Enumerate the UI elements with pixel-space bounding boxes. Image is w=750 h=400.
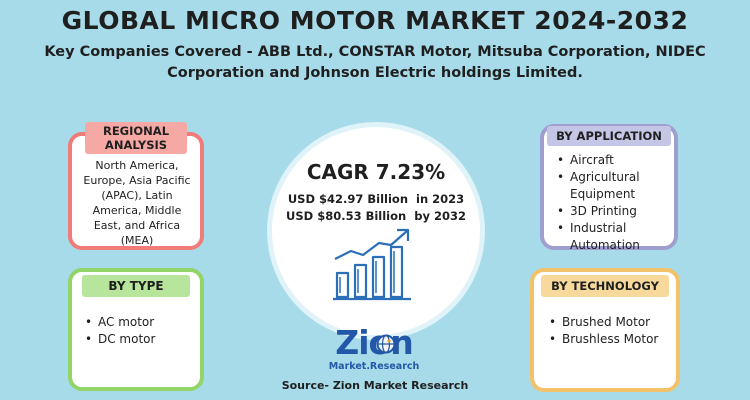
list-item: Aircraft [554,152,680,169]
list-item: Industrial Automation [554,220,680,254]
page-subtitle: Key Companies Covered - ABB Ltd., CONSTA… [44,44,706,81]
globe-icon [376,334,396,354]
cagr-circle: CAGR 7.23% USD $42.97 Billion in 2023 US… [267,122,485,340]
by-technology-card: BY TECHNOLOGY Brushed Motor Brushless Mo… [530,268,680,392]
regional-analysis-card: REGIONAL ANALYSIS North America, Europe,… [68,122,204,250]
by-type-card: BY TYPE AC motor DC motor [68,268,204,391]
bar-chart-growth-icon [333,228,411,301]
regional-analysis-text: North America, Europe, Asia Pacific (APA… [83,159,191,247]
list-item: Brushless Motor [546,331,658,348]
list-item: Brushed Motor [546,314,658,331]
by-type-label: BY TYPE [82,275,190,297]
by-technology-label: BY TECHNOLOGY [541,275,669,297]
logo-wordmark: Zion [335,323,413,362]
cagr-value: CAGR 7.23% [306,160,446,184]
by-application-card: BY APPLICATION Aircraft Agricultural Equ… [540,124,678,252]
list-item: 3D Printing [554,203,680,220]
source-credit: Source- Zion Market Research [281,379,469,392]
technology-list: Brushed Motor Brushless Motor [546,314,658,348]
market-value-2032: USD $80.53 Billion by 2032 [286,209,466,223]
type-list: AC motor DC motor [82,314,155,348]
logo-subtext: Market.Research [328,361,420,372]
regional-analysis-label: REGIONAL ANALYSIS [85,122,187,154]
list-item: DC motor [82,331,155,348]
application-list: Aircraft Agricultural Equipment 3D Print… [554,152,680,254]
zion-logo: Zion Market.Research [318,325,430,381]
list-item: Agricultural Equipment [554,169,680,203]
by-application-label: BY APPLICATION [547,126,671,146]
list-item: AC motor [82,314,155,331]
page-title: GLOBAL MICRO MOTOR MARKET 2024-2032 [61,6,689,35]
market-value-2023: USD $42.97 Billion in 2023 [287,192,465,206]
